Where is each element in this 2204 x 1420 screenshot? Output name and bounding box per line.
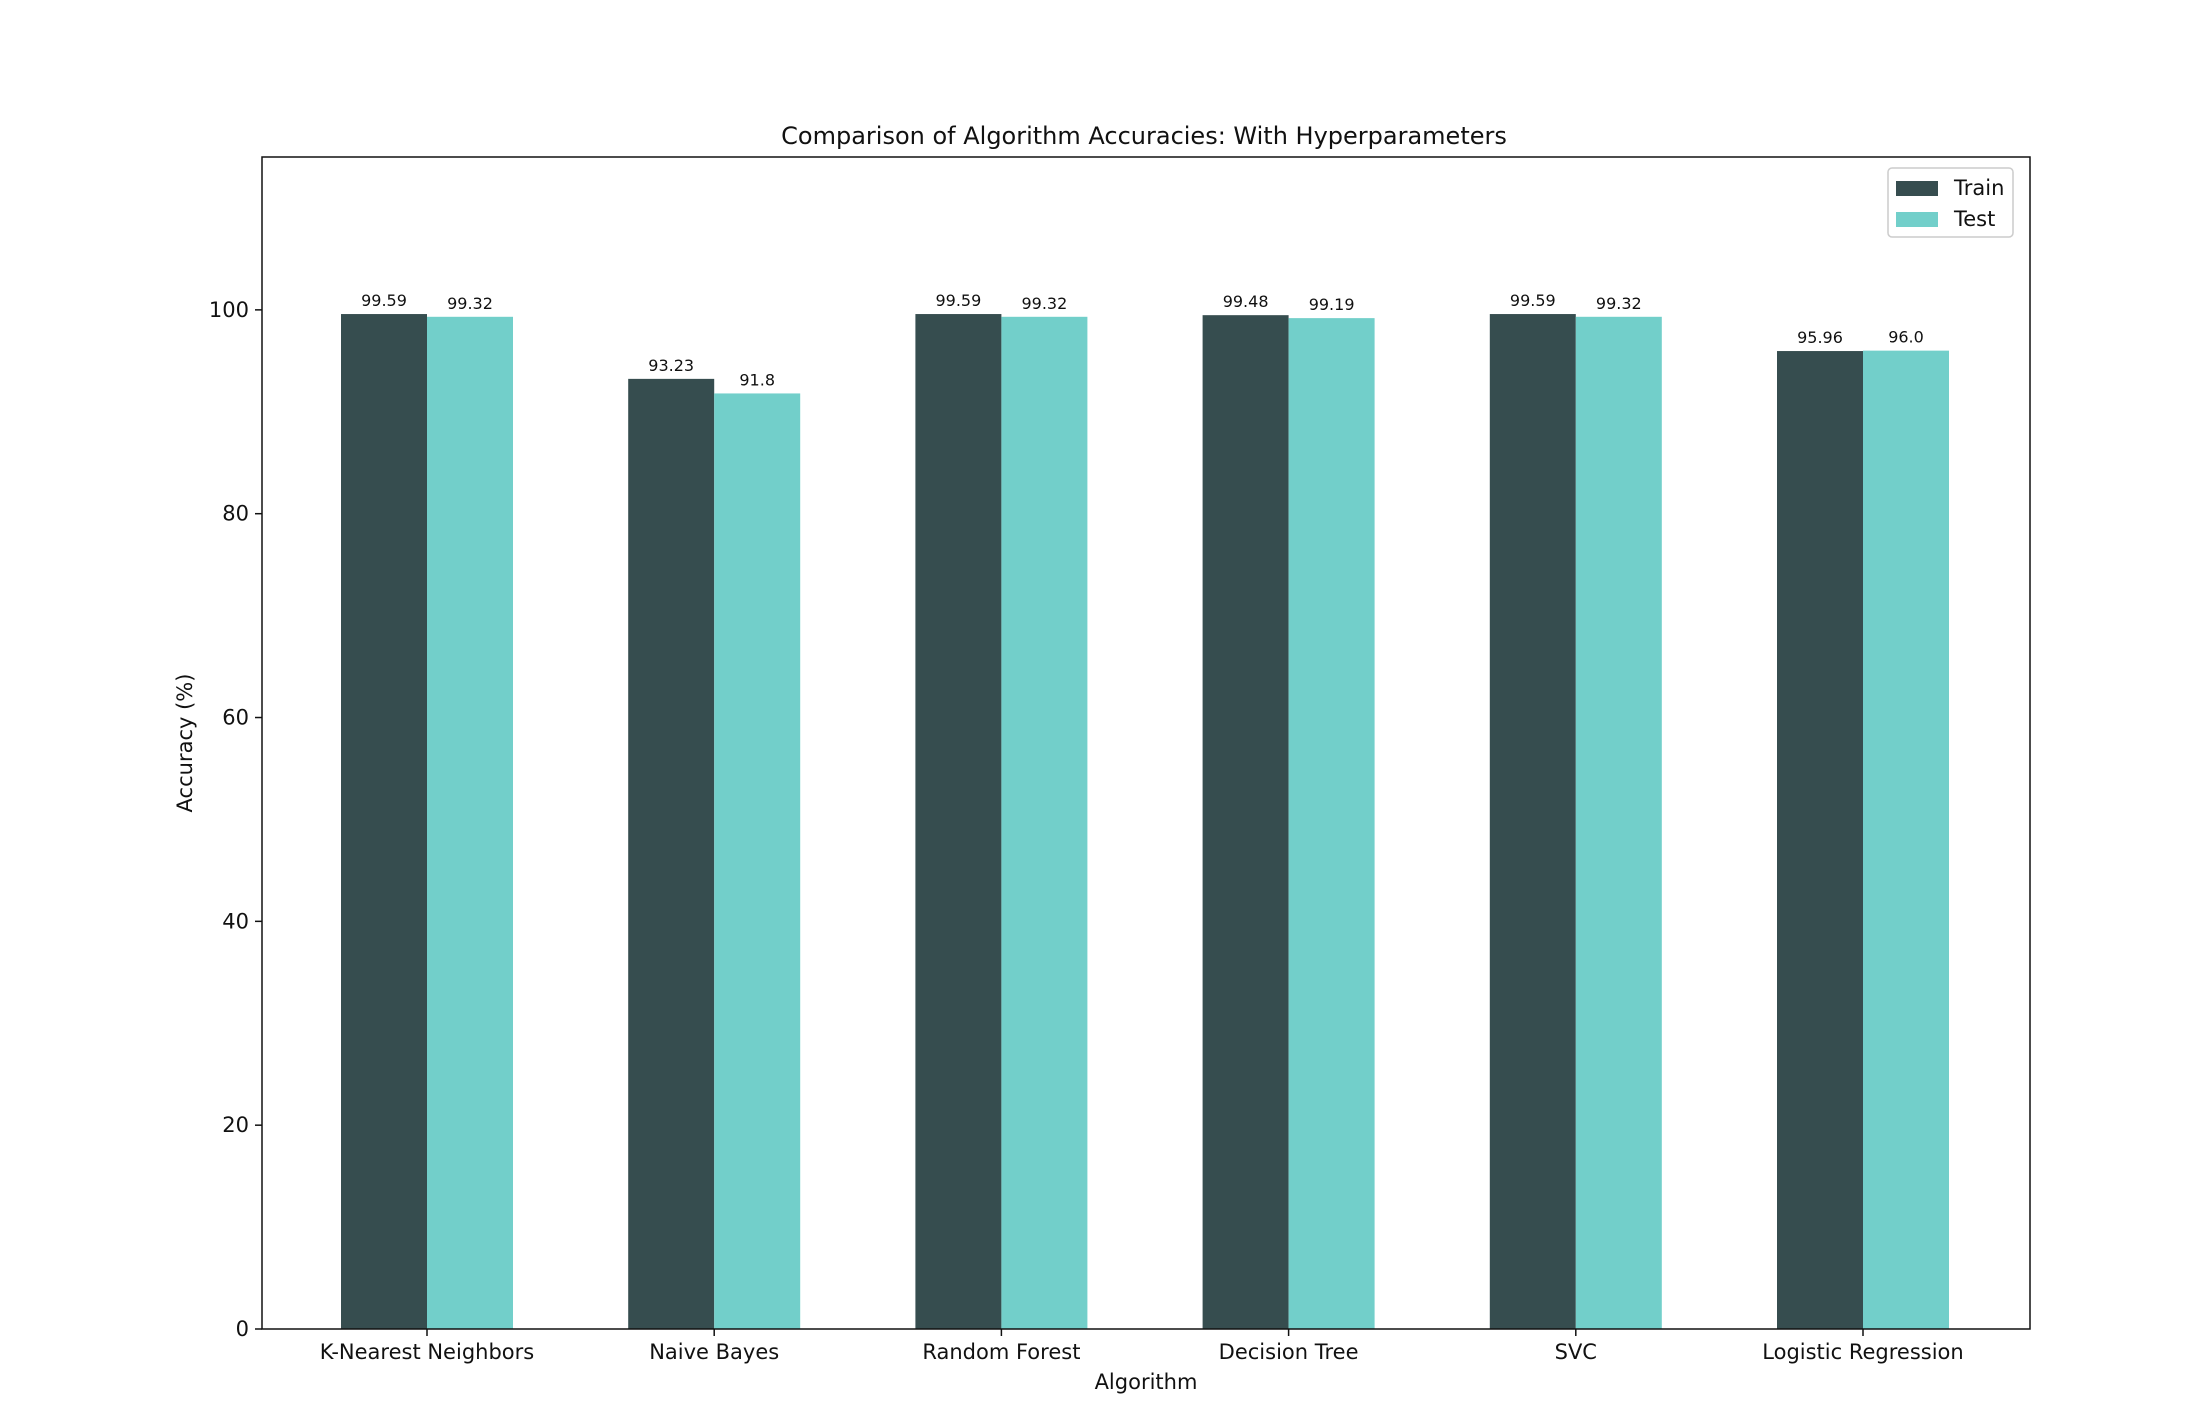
x-tick-label: SVC <box>1555 1340 1597 1364</box>
legend-swatch-test <box>1896 212 1938 227</box>
bar-test-3 <box>1288 318 1375 1329</box>
x-tick-label: Random Forest <box>922 1340 1080 1364</box>
x-axis-label: Algorithm <box>1095 1370 1198 1394</box>
y-tick-label: 60 <box>222 706 249 730</box>
x-axis: K-Nearest Neighbors Naive Bayes Random For… <box>320 1329 1964 1364</box>
x-tick-label: Naive Bayes <box>649 1340 779 1364</box>
bar-train-4 <box>1489 314 1576 1330</box>
y-axis: 0 20 40 60 80 100 <box>209 298 262 1341</box>
bar-test-0 <box>427 316 513 1329</box>
bar-test-5 <box>1863 350 1949 1330</box>
bar-test-4 <box>1575 316 1662 1329</box>
value-label-test-2: 99.32 <box>1021 294 1067 313</box>
bar-train-2 <box>915 314 1002 1330</box>
x-tick-label: Logistic Regression <box>1762 1340 1963 1364</box>
value-label-test-5: 96.0 <box>1888 328 1924 347</box>
bars-group <box>341 314 1949 1330</box>
value-label-test-4: 99.32 <box>1596 294 1642 313</box>
plot-frame <box>261 156 2031 1330</box>
value-label-train-1: 93.23 <box>648 356 694 375</box>
value-label-test-3: 99.19 <box>1309 295 1355 314</box>
x-tick-label: Decision Tree <box>1219 1340 1359 1364</box>
y-tick-label: 40 <box>222 909 249 933</box>
value-labels-group: 99.59 99.32 93.23 91.8 99.59 99.32 99.48 99.19 9… <box>361 291 1924 389</box>
value-label-train-5: 95.96 <box>1797 328 1843 347</box>
bar-test-2 <box>1001 316 1088 1329</box>
y-axis-label: Accuracy (%) <box>173 674 197 813</box>
legend-label-test: Test <box>1953 207 1995 231</box>
x-tick-label: K-Nearest Neighbors <box>320 1340 534 1364</box>
y-tick-label: 0 <box>236 1317 249 1341</box>
bar-test-1 <box>714 393 801 1330</box>
chart-title: Comparison of Algorithm Accuracies: With… <box>781 122 1507 150</box>
legend-swatch-train <box>1896 181 1938 196</box>
bar-train-3 <box>1202 315 1289 1329</box>
value-label-train-2: 99.59 <box>935 291 981 310</box>
bar-train-1 <box>628 378 715 1329</box>
bar-train-0 <box>341 314 427 1330</box>
value-label-train-4: 99.59 <box>1510 291 1556 310</box>
value-label-test-0: 99.32 <box>447 294 493 313</box>
value-label-test-1: 91.8 <box>739 370 775 389</box>
y-tick-label: 20 <box>222 1113 249 1137</box>
y-tick-label: 100 <box>209 298 249 322</box>
bar-train-5 <box>1777 351 1863 1329</box>
value-label-train-0: 99.59 <box>361 291 407 310</box>
legend: Train Test <box>1887 167 2014 238</box>
legend-label-train: Train <box>1953 176 2004 200</box>
value-label-train-3: 99.48 <box>1223 292 1269 311</box>
y-tick-label: 80 <box>222 502 249 526</box>
